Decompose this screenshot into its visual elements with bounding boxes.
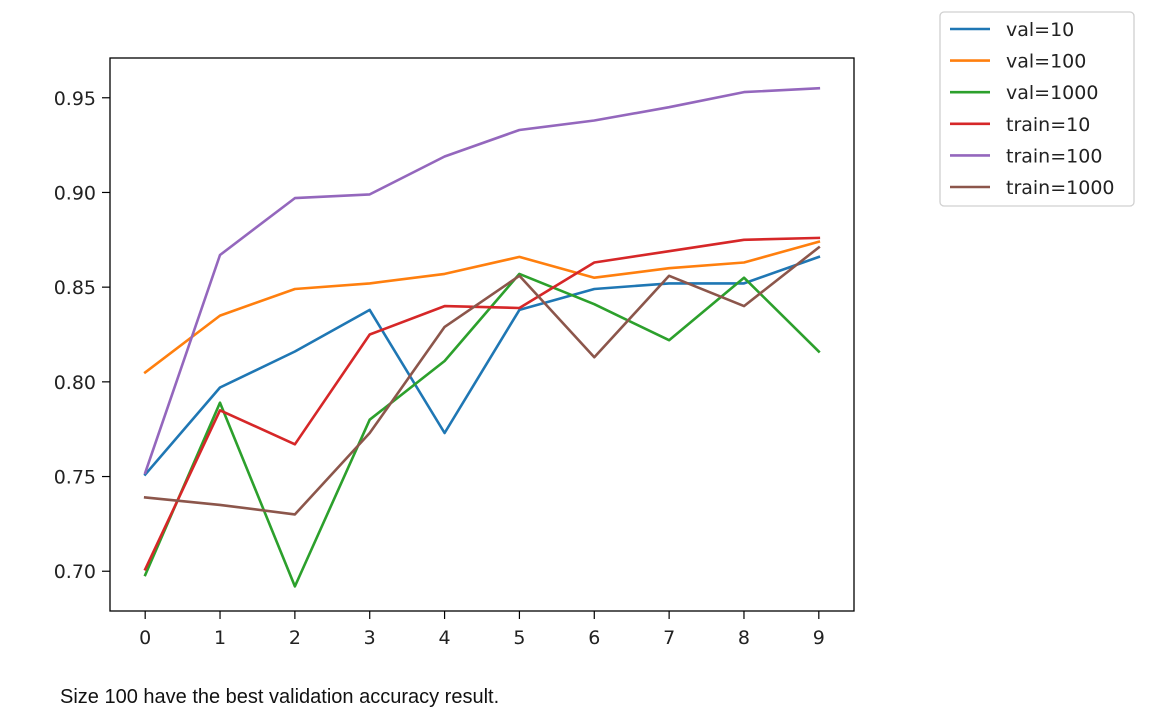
legend-label: val=100 bbox=[1006, 51, 1086, 73]
x-tick-label: 8 bbox=[738, 627, 750, 649]
x-tick-label: 6 bbox=[588, 627, 600, 649]
y-tick-label: 0.70 bbox=[54, 561, 96, 583]
x-tick-label: 4 bbox=[439, 627, 451, 649]
y-tick-label: 0.75 bbox=[54, 467, 96, 489]
y-tick-label: 0.95 bbox=[54, 88, 96, 110]
series-line-val-10 bbox=[143, 255, 821, 477]
legend-entries: val=10 val=100 val=1000 train=10 train=100 tr… bbox=[950, 19, 1115, 199]
x-tick-label: 0 bbox=[139, 627, 151, 649]
series-line-train-1000 bbox=[143, 245, 821, 516]
x-axis-ticks: 0 1 2 3 4 5 6 7 8 9 bbox=[139, 611, 825, 649]
series-line-train-10 bbox=[143, 236, 821, 572]
x-tick-label: 2 bbox=[289, 627, 301, 649]
y-tick-label: 0.80 bbox=[54, 372, 96, 394]
x-tick-label: 7 bbox=[663, 627, 675, 649]
x-tick-label: 5 bbox=[513, 627, 525, 649]
y-tick-label: 0.85 bbox=[54, 277, 96, 299]
legend-label: val=1000 bbox=[1006, 82, 1098, 104]
y-tick-label: 0.90 bbox=[54, 182, 96, 204]
legend-label: val=10 bbox=[1006, 19, 1074, 41]
x-tick-label: 1 bbox=[214, 627, 226, 649]
series-line-val-100 bbox=[143, 240, 821, 375]
x-tick-label: 9 bbox=[813, 627, 825, 649]
plot-area-frame bbox=[109, 57, 855, 612]
legend-label: train=10 bbox=[1006, 114, 1090, 136]
caption-text: Size 100 have the best validation accura… bbox=[60, 686, 500, 708]
y-axis-ticks: 0.70 0.75 0.80 0.85 0.90 0.95 bbox=[54, 88, 110, 583]
legend-label: train=100 bbox=[1006, 145, 1102, 167]
x-tick-label: 3 bbox=[364, 627, 376, 649]
legend-label: train=1000 bbox=[1006, 177, 1115, 199]
legend: val=10 val=100 val=1000 train=10 train=100 tr… bbox=[939, 11, 1135, 207]
line-chart: 0.70 0.75 0.80 0.85 0.90 0.95 0 1 2 3 4 5 6 7 8 9 val=… bbox=[54, 11, 1135, 649]
series-line-val-1000 bbox=[143, 272, 821, 588]
series-lines bbox=[143, 86, 821, 588]
series-line-train-100 bbox=[143, 86, 821, 475]
